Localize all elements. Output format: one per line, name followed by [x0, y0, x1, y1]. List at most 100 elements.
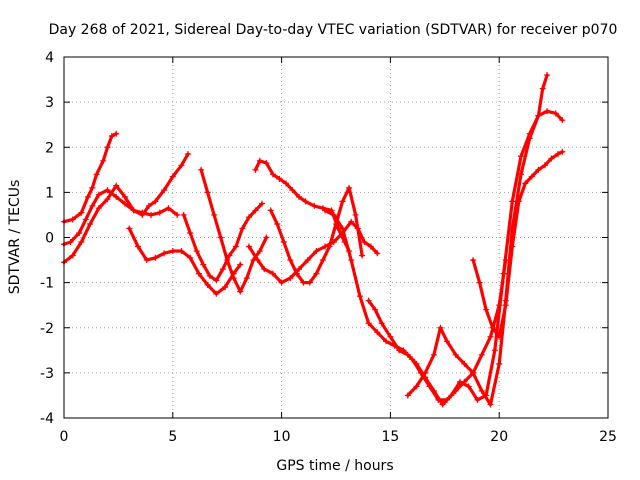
- data-point: [352, 211, 359, 218]
- y-tick-label: 1: [45, 185, 54, 201]
- data-point: [282, 180, 289, 187]
- data-point: [528, 173, 535, 180]
- data-point: [178, 162, 185, 169]
- data-point: [143, 257, 150, 264]
- data-point: [509, 198, 516, 205]
- data-point: [452, 351, 459, 358]
- data-point: [487, 401, 494, 408]
- data-point: [559, 148, 566, 155]
- data-point: [296, 193, 303, 200]
- x-tick-label: 15: [381, 429, 399, 445]
- data-point: [259, 200, 266, 207]
- data-point: [145, 202, 152, 209]
- data-point: [515, 198, 522, 205]
- data-point: [304, 257, 311, 264]
- data-series-1: [61, 130, 120, 225]
- data-point: [365, 297, 372, 304]
- data-point: [374, 329, 381, 336]
- data-point: [280, 239, 287, 246]
- data-series-3: [61, 151, 192, 266]
- data-point: [87, 220, 94, 227]
- data-point: [430, 351, 437, 358]
- x-tick-label: 20: [490, 429, 508, 445]
- data-point: [206, 272, 213, 279]
- data-point: [470, 369, 477, 376]
- data-point: [204, 189, 211, 196]
- data-point: [502, 302, 509, 309]
- y-tick-label: -4: [40, 411, 54, 427]
- data-point: [311, 202, 318, 209]
- axis-ticks: 0 5 10 15 20 25 -4 -3 -2 -1 0 1 2 3 4: [40, 50, 617, 445]
- data-point: [517, 153, 524, 160]
- data-point: [330, 211, 337, 218]
- data-point: [461, 360, 468, 367]
- y-tick-label: 0: [45, 231, 54, 247]
- data-point: [478, 351, 485, 358]
- data-point: [261, 266, 268, 273]
- data-point: [544, 72, 551, 79]
- y-tick-label: 4: [45, 50, 54, 66]
- data-point: [535, 166, 542, 173]
- data-point: [387, 333, 394, 340]
- data-point: [374, 250, 381, 257]
- data-point: [217, 234, 224, 241]
- data-point: [430, 387, 437, 394]
- data-point: [180, 211, 187, 218]
- data-point: [474, 396, 481, 403]
- data-point: [346, 184, 353, 191]
- data-point: [67, 239, 74, 246]
- x-tick-label: 5: [168, 429, 177, 445]
- data-series-11: [365, 108, 566, 408]
- x-tick-label: 0: [60, 429, 69, 445]
- data-point: [269, 171, 276, 178]
- data-point: [539, 85, 546, 92]
- data-point: [267, 207, 274, 214]
- data-point: [169, 248, 176, 255]
- data-point: [496, 360, 503, 367]
- series-line: [62, 188, 179, 246]
- data-point: [121, 193, 128, 200]
- data-point: [254, 257, 261, 264]
- data-point: [313, 270, 320, 277]
- y-tick-label: -1: [40, 276, 54, 292]
- data-point: [213, 277, 220, 284]
- data-series-5: [180, 200, 266, 284]
- data-point: [278, 279, 285, 286]
- y-tick-label: -3: [40, 366, 54, 382]
- data-point: [293, 270, 300, 277]
- x-tick-label: 25: [599, 429, 617, 445]
- data-point: [319, 257, 326, 264]
- data-point: [89, 202, 96, 209]
- data-point: [269, 270, 276, 277]
- data-point: [274, 220, 281, 227]
- data-point: [104, 144, 111, 151]
- data-point: [219, 266, 226, 273]
- data-point: [243, 275, 250, 282]
- data-point: [76, 229, 83, 236]
- data-series-9: [267, 184, 366, 286]
- data-point: [78, 239, 85, 246]
- data-point: [313, 248, 320, 255]
- data-point: [302, 198, 309, 205]
- data-point: [69, 252, 76, 259]
- x-axis-label: GPS time / hours: [276, 458, 393, 474]
- data-point: [339, 198, 346, 205]
- data-point: [443, 338, 450, 345]
- series-line: [323, 208, 508, 402]
- data-point: [121, 200, 128, 207]
- data-point: [326, 243, 333, 250]
- series-line: [367, 109, 564, 407]
- data-point: [100, 157, 107, 164]
- data-series-4: [126, 225, 244, 297]
- series-line: [62, 152, 190, 264]
- data-point: [559, 117, 566, 124]
- series-line: [253, 159, 351, 253]
- data-point: [113, 182, 120, 189]
- data-point: [139, 211, 146, 218]
- data-point: [413, 360, 420, 367]
- data-point: [365, 320, 372, 327]
- data-point: [89, 184, 96, 191]
- data-point: [224, 257, 231, 264]
- data-point: [256, 248, 263, 255]
- y-tick-label: 3: [45, 95, 54, 111]
